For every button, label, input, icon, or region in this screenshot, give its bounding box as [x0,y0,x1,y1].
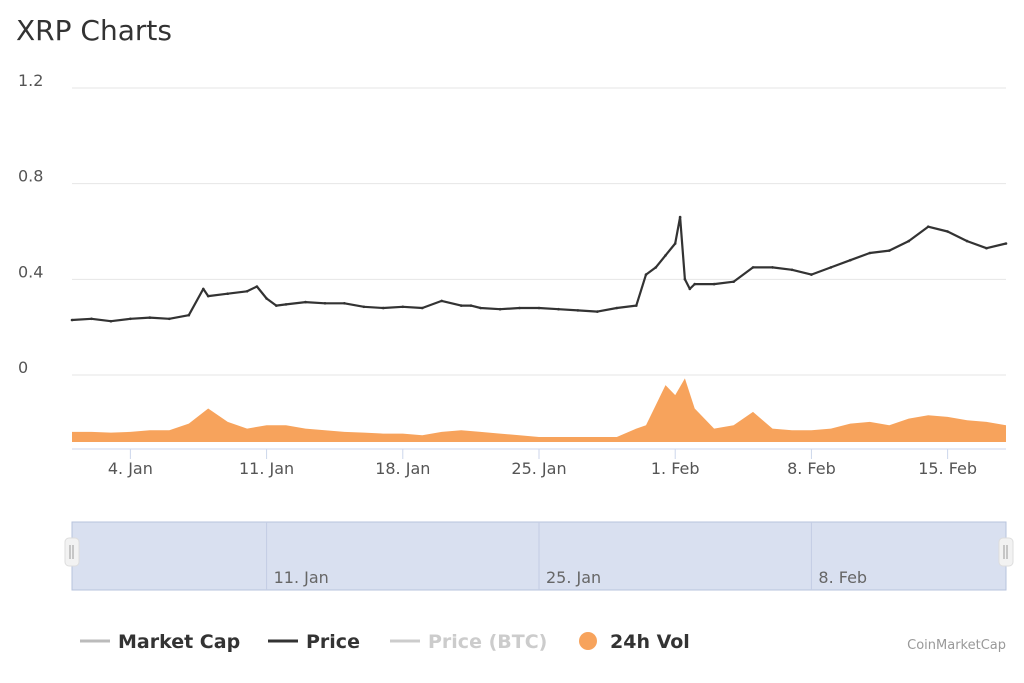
x-tick-label: 1. Feb [651,459,700,478]
price-point [382,306,385,310]
legend-label: 24h Vol [610,631,690,653]
price-point [678,215,682,219]
price-point [109,319,113,323]
volume-area [72,378,1006,442]
price-point [255,285,259,288]
handle-body[interactable] [998,537,1014,567]
navigator-right-handle[interactable] [998,537,1014,567]
price-point [829,266,833,269]
x-tick-label: 25. Jan [511,459,566,478]
price-point [70,318,74,322]
price-point [1004,242,1008,245]
price-point [926,225,930,228]
legend-item-24h-vol[interactable]: 24h Vol [579,631,690,653]
price-point [790,268,794,272]
x-tick-label: 18. Jan [375,459,430,478]
price-point [693,282,696,286]
price-line [71,216,1007,323]
price-point [985,246,988,250]
price-point [459,304,463,307]
price-point [284,303,288,306]
legend-circle-marker [579,632,597,650]
legend-item-market-cap[interactable]: Market Cap [80,631,240,653]
legend-label: Market Cap [118,631,240,653]
price-point [907,239,910,243]
range-navigator[interactable]: 11. Jan 25. Jan 8. Feb [64,521,1014,591]
price-point [498,307,502,311]
price-point [751,266,755,269]
price-point [206,294,210,298]
x-tick-label: 8. Feb [787,459,836,478]
y-tick-label: 1.2 [18,71,43,90]
price-point [557,307,560,311]
price-point [946,230,949,233]
price-point [90,317,93,321]
y-tick-label: 0.4 [18,262,43,281]
navigator-tick-label: 25. Jan [546,568,601,587]
price-point [810,273,813,276]
legend-item-price-btc[interactable]: Price (BTC) [390,631,547,653]
price-point [664,254,667,257]
price-point [712,282,716,286]
price-point [518,306,521,310]
price-point [479,306,482,310]
price-point [732,280,735,284]
volume-series [72,378,1006,442]
legend-item-price[interactable]: Price [268,631,360,653]
price-point [401,305,405,309]
legend-label: Price [306,631,360,653]
chart-title: XRP Charts [16,14,172,47]
navigator-tick-label: 11. Jan [274,568,329,587]
price-point [362,305,366,309]
price-point [576,309,580,312]
price-point [275,304,278,307]
price-point [849,258,852,262]
price-point [343,302,346,305]
x-tick-label: 4. Jan [108,459,153,478]
x-tick-label: 11. Jan [239,459,294,478]
x-tick-label: 15. Feb [918,459,977,478]
price-point [129,317,132,321]
handle-body[interactable] [64,537,80,567]
legend-label: Price (BTC) [428,631,547,653]
x-axis: 4. Jan 11. Jan 18. Jan 25. Jan 1. Feb 8. Feb 1… [72,448,1006,478]
price-point [683,278,687,281]
y-tick-label: 0.8 [18,167,43,186]
price-point [965,239,969,243]
price-point [688,287,692,291]
price-point [323,302,327,305]
price-point [421,306,424,310]
credit-label[interactable]: CoinMarketCap [907,638,1006,653]
price-point [226,292,229,296]
y-tick-label: 0 [18,358,28,377]
price-point [635,304,638,307]
price-point [654,266,658,269]
grid-lines [72,87,1006,376]
price-point [771,266,774,269]
price-point [537,306,541,310]
price-point [469,304,473,307]
price-point [615,306,619,310]
price-point [644,273,648,276]
price-point [304,300,307,304]
y-axis-ticks: 1.2 0.8 0.4 0 [18,71,43,377]
navigator-left-handle[interactable] [64,537,80,567]
price-point [440,299,444,303]
price-point [187,313,191,317]
price-series [70,215,1008,323]
price-point [673,242,677,245]
price-point [888,249,891,252]
price-point [596,310,599,313]
price-point [245,290,249,293]
navigator-tick-label: 8. Feb [818,568,867,587]
price-point [148,316,152,319]
legend: Market Cap Price Price (BTC) 24h Vol [80,631,690,653]
price-point [202,287,205,291]
price-point [168,317,171,321]
price-point [868,251,872,255]
price-point [265,297,268,300]
